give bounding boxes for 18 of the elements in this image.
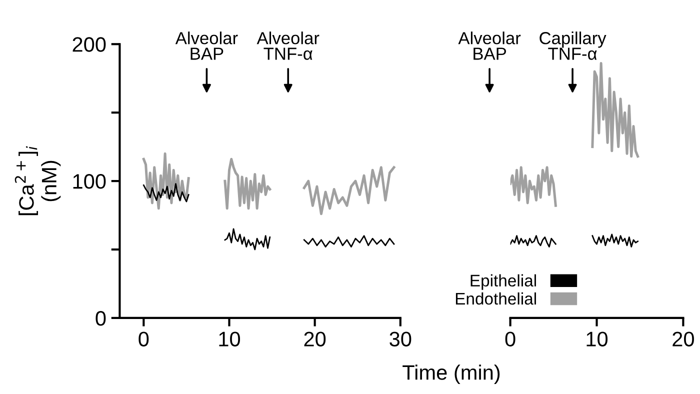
y-tick-label: 100 [73,174,106,189]
legend-label: Endothelial [456,292,536,305]
x-tick-label: 0 [138,332,149,346]
y-axis-title: [Ca$^{2+}$]$_{i}$ (nM) [14,146,61,216]
x-tick-label: 30 [390,332,412,346]
y-tick-label: 200 [72,37,106,52]
y-tick-label: 0 [96,310,106,326]
annotation: Capillary TNF-α [540,32,606,60]
annotation: Alveolar TNF-α [256,32,320,60]
x-tick-label: 10 [586,332,608,346]
annotation: Alveolar BAP [175,32,238,60]
x-tick-label: 0 [505,332,516,346]
legend-label: Epithelial [470,274,536,290]
x-axis-title: Time (min) [402,364,500,384]
x-tick-label: 20 [672,332,694,346]
annotation: Alveolar BAP [458,32,521,60]
x-tick-label: 20 [304,332,326,346]
x-tick-label: 10 [219,332,240,346]
